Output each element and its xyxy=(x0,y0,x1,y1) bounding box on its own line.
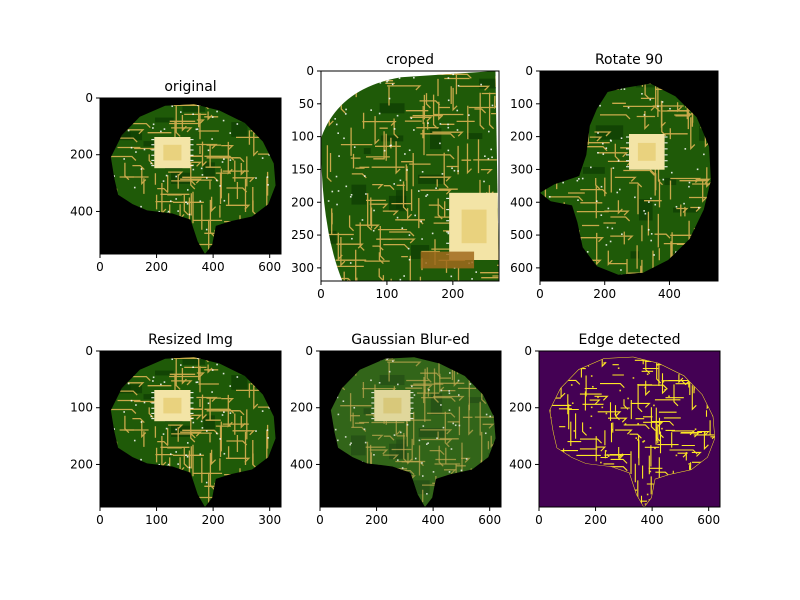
x-tick-label: 200 xyxy=(441,287,464,301)
y-tick-label: 200 xyxy=(290,401,313,415)
x-tick-label: 0 xyxy=(535,513,543,527)
x-tick-label: 200 xyxy=(202,513,225,527)
x-tick-label: 0 xyxy=(536,287,544,301)
x-tick-label: 200 xyxy=(145,260,168,274)
y-tick-label: 0 xyxy=(524,344,532,358)
y-tick-label: 300 xyxy=(510,162,533,176)
y-tick-label: 100 xyxy=(510,97,533,111)
image-pcb-brain xyxy=(100,98,281,255)
x-tick-label: 400 xyxy=(641,513,664,527)
x-tick-label: 100 xyxy=(145,513,168,527)
x-tick-label: 600 xyxy=(258,260,281,274)
image-pcb-brain-rotated xyxy=(540,71,718,281)
x-tick-label: 200 xyxy=(365,513,388,527)
x-tick-label: 600 xyxy=(478,513,501,527)
y-tick-label: 200 xyxy=(291,195,314,209)
y-tick-label: 400 xyxy=(509,457,532,471)
x-tick-label: 300 xyxy=(258,513,281,527)
axes-frame xyxy=(99,97,282,255)
x-tick-label: 400 xyxy=(422,513,445,527)
x-tick-label: 0 xyxy=(317,287,325,301)
subplot-title: Resized Img xyxy=(148,332,233,348)
x-tick-label: 200 xyxy=(584,513,607,527)
x-tick-label: 400 xyxy=(202,260,225,274)
y-tick-label: 100 xyxy=(70,401,93,415)
x-tick-label: 100 xyxy=(375,287,398,301)
y-tick-label: 400 xyxy=(510,195,533,209)
subplot-3: Rotate 90 0 200 400 0 100 200 300 400 500 600 xyxy=(510,52,719,301)
y-tick-label: 300 xyxy=(291,261,314,275)
subplot-title: croped xyxy=(386,52,434,68)
image-pcb-crop xyxy=(321,71,499,281)
y-tick-label: 0 xyxy=(85,91,93,105)
image-pcb-brain xyxy=(100,351,281,507)
subplot-title: Rotate 90 xyxy=(595,52,663,68)
subplot-title: Edge detected xyxy=(579,332,681,348)
y-tick-label: 0 xyxy=(306,64,314,78)
subplot-title: Gaussian Blur-ed xyxy=(351,332,469,348)
y-tick-label: 400 xyxy=(70,204,93,218)
subplot-4: Resized Img 0 100 200 300 0 100 200 xyxy=(70,332,282,527)
y-tick-label: 400 xyxy=(290,457,313,471)
axes-frame xyxy=(99,350,282,508)
y-tick-label: 200 xyxy=(510,130,533,144)
axes-frame xyxy=(320,70,500,282)
y-tick-label: 0 xyxy=(525,64,533,78)
y-tick-label: 100 xyxy=(291,130,314,144)
y-tick-label: 0 xyxy=(305,344,313,358)
x-tick-label: 400 xyxy=(658,287,681,301)
y-tick-label: 150 xyxy=(291,162,314,176)
axes-frame xyxy=(539,70,719,282)
image-pcb-brain-blurred xyxy=(320,351,501,507)
axes-frame xyxy=(319,350,502,508)
subplot-2: croped 0 100 200 0 50 100 150 200 250 300 xyxy=(291,52,500,301)
y-tick-label: 200 xyxy=(509,401,532,415)
x-tick-label: 0 xyxy=(96,260,104,274)
y-tick-label: 200 xyxy=(70,457,93,471)
subplot-1: original 0 200 400 600 0 200 400 xyxy=(70,79,282,274)
image-pcb-brain-edges xyxy=(539,351,720,508)
y-tick-label: 500 xyxy=(510,228,533,242)
x-tick-label: 0 xyxy=(96,513,104,527)
y-tick-label: 250 xyxy=(291,228,314,242)
y-tick-label: 600 xyxy=(510,261,533,275)
subplot-6: Edge detected 0 200 400 600 0 200 400 xyxy=(509,332,721,527)
y-tick-label: 200 xyxy=(70,148,93,162)
y-tick-label: 50 xyxy=(299,97,314,111)
axes-frame xyxy=(538,350,721,508)
subplot-title: original xyxy=(164,79,216,95)
y-tick-label: 0 xyxy=(85,344,93,358)
x-tick-label: 600 xyxy=(697,513,720,527)
x-tick-label: 200 xyxy=(593,287,616,301)
subplot-5: Gaussian Blur-ed 0 200 400 600 0 200 400 xyxy=(290,332,502,527)
x-tick-label: 0 xyxy=(316,513,324,527)
